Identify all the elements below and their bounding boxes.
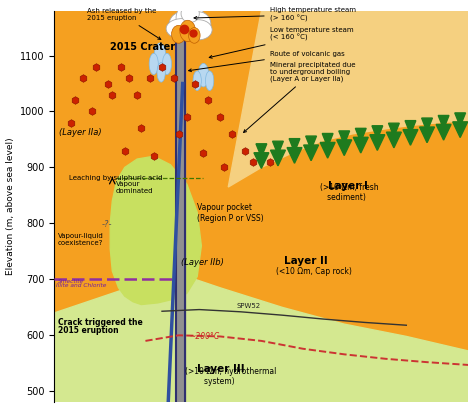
Polygon shape [304,145,319,161]
Polygon shape [436,124,451,140]
Ellipse shape [176,2,204,34]
Text: Crack triggered the: Crack triggered the [58,318,142,327]
Polygon shape [289,139,300,152]
Polygon shape [422,118,432,131]
Ellipse shape [189,28,200,43]
Polygon shape [256,144,267,157]
Text: Illite and Chlorite: Illite and Chlorite [56,283,107,288]
Text: (>10 Ωm, fresh
   sediment): (>10 Ωm, fresh sediment) [320,182,379,202]
Polygon shape [455,113,465,126]
Ellipse shape [149,53,158,75]
Text: Layer III: Layer III [197,364,245,374]
Polygon shape [453,122,468,137]
Text: Layer I: Layer I [328,181,367,191]
Text: Route of volcanic gas: Route of volcanic gas [189,51,345,72]
Ellipse shape [185,20,212,40]
Text: (>10 Ωm, hydrothermal
        system): (>10 Ωm, hydrothermal system) [185,366,276,386]
Text: -?-: -?- [102,220,112,229]
Text: Vapour pocket
(Region P or VSS): Vapour pocket (Region P or VSS) [197,203,264,223]
Ellipse shape [188,12,211,37]
Polygon shape [287,148,302,163]
Polygon shape [55,274,468,402]
Ellipse shape [172,25,186,43]
Text: (Layer IIb): (Layer IIb) [181,258,224,267]
Polygon shape [110,156,201,304]
Ellipse shape [157,62,165,82]
Polygon shape [372,126,383,139]
Ellipse shape [193,71,201,91]
Text: (Layer IIa): (Layer IIa) [59,128,102,137]
Text: SPW52: SPW52 [237,303,261,309]
Polygon shape [405,121,416,134]
Text: High temperature steam
(> 160 °C): High temperature steam (> 160 °C) [194,7,356,22]
Text: Leaching by sulphuric acid: Leaching by sulphuric acid [69,175,162,181]
Text: 2015 eruption: 2015 eruption [58,326,118,335]
Polygon shape [389,123,399,137]
Ellipse shape [206,71,214,91]
Polygon shape [438,115,449,129]
Polygon shape [176,39,185,402]
Text: Ash released by the
2015 eruption: Ash released by the 2015 eruption [88,8,161,40]
Polygon shape [353,137,368,153]
Polygon shape [370,135,385,151]
Polygon shape [320,142,335,158]
Polygon shape [228,11,468,187]
Polygon shape [337,140,352,155]
Text: (<10 Ωm, Cap rock): (<10 Ωm, Cap rock) [276,267,352,276]
Polygon shape [55,11,468,402]
Polygon shape [403,130,418,145]
Polygon shape [339,131,350,144]
Ellipse shape [169,13,192,37]
Polygon shape [356,129,366,142]
Polygon shape [306,136,317,149]
Polygon shape [273,141,283,155]
Ellipse shape [181,4,199,22]
Text: 2015 Crater: 2015 Crater [110,42,175,52]
Polygon shape [254,153,269,169]
Text: Mineral precipitated due
to underground boiling
(Layer A or Layer IIa): Mineral precipitated due to underground … [244,62,355,133]
Text: Vapour-liquid
coexistence?: Vapour-liquid coexistence? [58,233,103,246]
Polygon shape [322,133,333,147]
Ellipse shape [180,20,196,42]
Text: Layer II: Layer II [284,256,328,266]
Ellipse shape [154,43,166,68]
Ellipse shape [166,19,198,39]
Text: Low temperature steam
(< 160 °C): Low temperature steam (< 160 °C) [209,27,353,58]
Y-axis label: Elevation (m, above sea level): Elevation (m, above sea level) [6,138,15,275]
Text: Vapour
dominated: Vapour dominated [116,181,153,194]
Polygon shape [419,127,435,143]
Text: ~200°C: ~200°C [189,332,219,341]
Ellipse shape [198,63,209,87]
Ellipse shape [163,53,172,75]
Text: Smectite: Smectite [58,279,84,284]
Polygon shape [386,132,401,148]
Polygon shape [271,150,285,166]
